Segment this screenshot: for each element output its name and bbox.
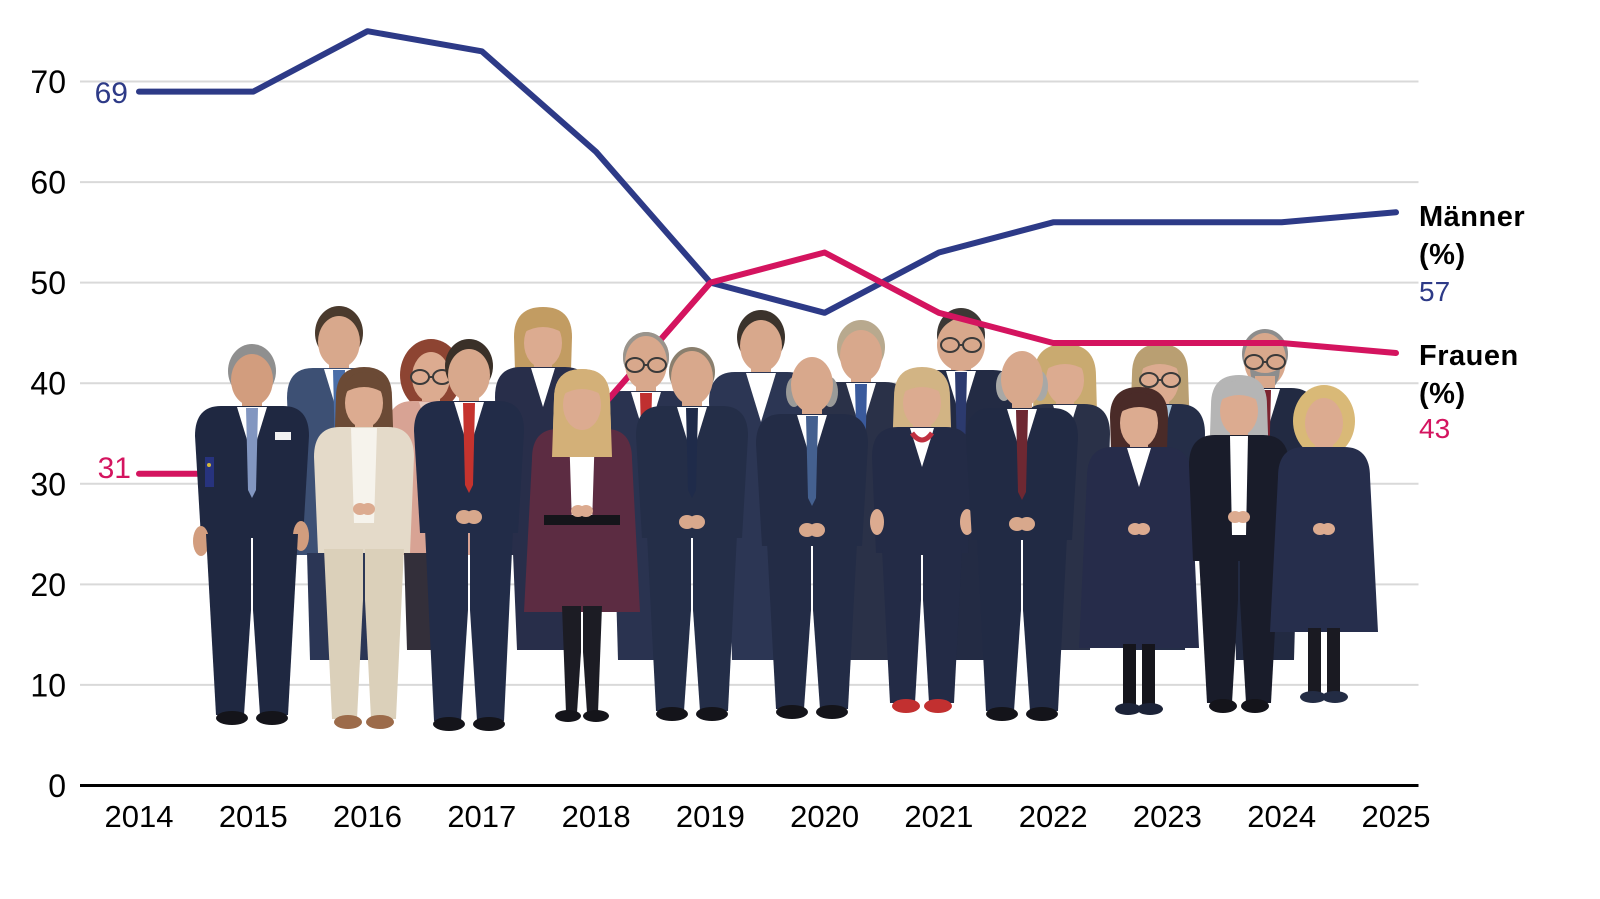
svg-text:2016: 2016 — [333, 799, 402, 834]
svg-text:2014: 2014 — [105, 799, 174, 834]
svg-text:2022: 2022 — [1019, 799, 1088, 834]
svg-text:20: 20 — [30, 567, 66, 603]
svg-text:31: 31 — [98, 452, 131, 485]
svg-text:(%): (%) — [1419, 378, 1466, 410]
svg-text:2017: 2017 — [447, 799, 516, 834]
svg-text:(%): (%) — [1419, 239, 1466, 271]
svg-text:2025: 2025 — [1362, 799, 1431, 834]
svg-text:2015: 2015 — [219, 799, 288, 834]
svg-text:Frauen: Frauen — [1419, 340, 1519, 372]
svg-text:40: 40 — [30, 366, 66, 402]
svg-text:2020: 2020 — [790, 799, 859, 834]
svg-text:57: 57 — [1419, 276, 1450, 307]
svg-text:10: 10 — [30, 667, 66, 703]
svg-text:60: 60 — [30, 165, 66, 201]
svg-text:Männer: Männer — [1419, 201, 1525, 233]
svg-text:2023: 2023 — [1133, 799, 1202, 834]
svg-text:0: 0 — [48, 768, 66, 804]
svg-text:50: 50 — [30, 265, 66, 301]
svg-text:2021: 2021 — [904, 799, 973, 834]
svg-text:30: 30 — [30, 466, 66, 502]
svg-text:69: 69 — [95, 77, 128, 110]
svg-text:70: 70 — [30, 64, 66, 100]
svg-text:43: 43 — [1419, 413, 1450, 444]
svg-text:2024: 2024 — [1247, 799, 1316, 834]
svg-text:2018: 2018 — [562, 799, 631, 834]
svg-text:2019: 2019 — [676, 799, 745, 834]
